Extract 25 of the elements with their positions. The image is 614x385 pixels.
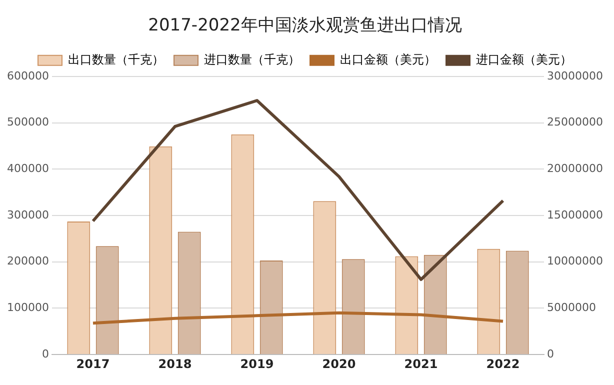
y-tick-label: 0 — [42, 347, 49, 360]
chart-title: 2017-2022年中国淡水观赏鱼进出口情况 — [148, 16, 462, 36]
y2-tick-label: 20000000 — [547, 162, 604, 175]
legend-label: 进口数量（千克） — [204, 52, 300, 67]
legend-label: 出口金额（美元） — [340, 52, 436, 67]
x-tick-label: 2017 — [76, 356, 110, 371]
y-tick-label: 300000 — [6, 208, 49, 222]
x-tick-label: 2018 — [158, 356, 192, 371]
y2-tick-label: 5000000 — [547, 301, 596, 314]
x-tick-label: 2020 — [322, 356, 356, 371]
y2-tick-label: 15000000 — [547, 208, 604, 222]
y-tick-label: 600000 — [6, 69, 49, 82]
x-tick-label: 2022 — [486, 356, 520, 371]
legend-label: 出口数量（千克） — [68, 52, 164, 67]
y-tick-label: 500000 — [6, 116, 49, 129]
y2-tick-label: 25000000 — [547, 116, 604, 129]
legend-label: 进口金额（美元） — [476, 52, 572, 67]
y-tick-label: 400000 — [6, 162, 49, 175]
y-tick-label: 100000 — [6, 301, 49, 314]
y2-tick-label: 0 — [547, 347, 554, 360]
x-tick-label: 2021 — [404, 356, 438, 371]
y-tick-label: 200000 — [6, 254, 49, 268]
y2-tick-label: 30000000 — [547, 69, 604, 82]
x-tick-label: 2019 — [240, 356, 274, 371]
y2-tick-label: 10000000 — [547, 254, 604, 268]
